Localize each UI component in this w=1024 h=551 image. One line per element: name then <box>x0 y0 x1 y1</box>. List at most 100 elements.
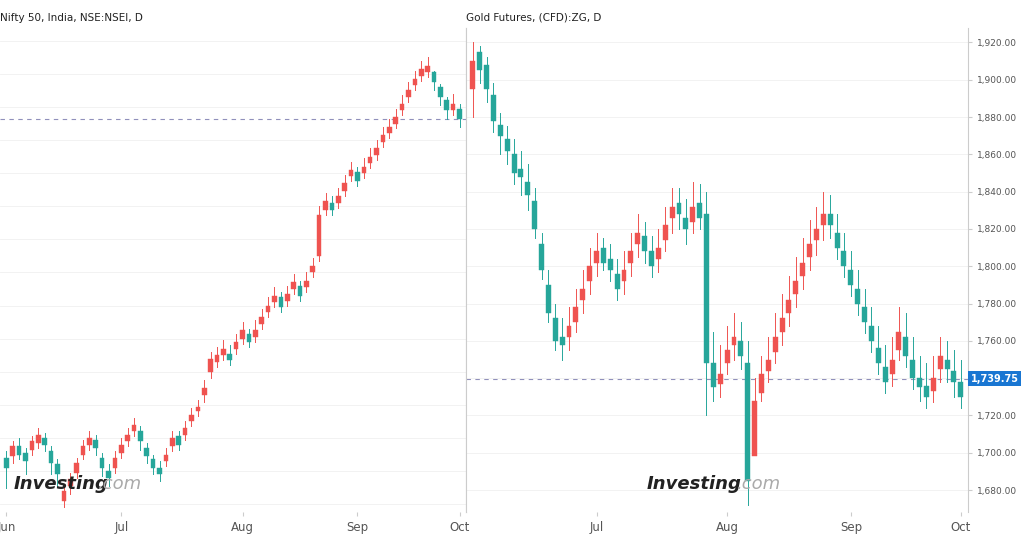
Bar <box>342 183 347 191</box>
Bar <box>903 337 908 356</box>
Bar <box>711 363 716 387</box>
Bar <box>68 479 73 486</box>
Bar <box>862 307 867 322</box>
Bar <box>36 435 41 443</box>
Bar <box>432 72 436 82</box>
Bar <box>266 306 270 312</box>
Bar <box>890 359 895 375</box>
Bar <box>842 251 847 266</box>
Bar <box>705 214 709 363</box>
Bar <box>368 156 373 163</box>
Bar <box>125 435 130 441</box>
Bar <box>55 464 59 474</box>
Bar <box>413 79 417 85</box>
Text: Investing: Investing <box>14 475 109 493</box>
Bar <box>285 294 290 301</box>
Bar <box>42 438 47 445</box>
Bar <box>490 95 496 121</box>
Bar <box>458 109 462 118</box>
Bar <box>663 225 668 240</box>
Bar <box>324 201 328 209</box>
Bar <box>399 104 404 110</box>
Bar <box>773 337 777 352</box>
Bar <box>779 318 784 332</box>
Bar <box>304 281 308 288</box>
Bar <box>807 244 812 257</box>
Bar <box>827 214 833 225</box>
Bar <box>393 117 398 123</box>
Bar <box>718 375 723 383</box>
Bar <box>138 431 142 441</box>
Bar <box>272 296 276 302</box>
Bar <box>425 66 430 72</box>
Bar <box>355 171 359 181</box>
Bar <box>170 438 175 446</box>
Bar <box>566 326 571 337</box>
Bar <box>938 356 943 369</box>
Bar <box>629 251 634 262</box>
Text: Nifty 50, India, NSE:NSEI, D: Nifty 50, India, NSE:NSEI, D <box>0 13 143 23</box>
Bar <box>794 281 799 294</box>
Bar <box>444 100 450 110</box>
Bar <box>835 233 840 247</box>
Text: Investing: Investing <box>646 475 741 493</box>
Bar <box>81 446 85 455</box>
Bar <box>745 363 751 480</box>
Bar <box>896 332 901 350</box>
Text: 17,730.00: 17,730.00 <box>469 114 523 123</box>
Bar <box>349 170 353 176</box>
Bar <box>614 274 620 289</box>
Bar <box>196 407 200 412</box>
Bar <box>113 458 117 468</box>
Bar <box>233 342 239 349</box>
Bar <box>93 440 98 448</box>
Bar <box>642 236 647 251</box>
Bar <box>697 203 702 218</box>
Bar <box>608 259 612 270</box>
Text: Gold Futures, (CFD):ZG, D: Gold Futures, (CFD):ZG, D <box>466 13 601 23</box>
Bar <box>484 65 489 89</box>
Bar <box>581 289 586 300</box>
Bar <box>759 375 764 393</box>
Bar <box>573 307 579 322</box>
Bar <box>75 463 79 473</box>
Bar <box>247 334 251 342</box>
Bar <box>202 388 207 395</box>
Text: 1,739.75: 1,739.75 <box>971 374 1019 383</box>
Bar <box>918 378 922 387</box>
Bar <box>30 441 34 450</box>
Bar <box>525 182 530 196</box>
Bar <box>253 331 258 337</box>
Bar <box>958 382 964 397</box>
Bar <box>512 154 516 173</box>
Bar <box>656 247 660 259</box>
Bar <box>16 446 22 455</box>
Bar <box>725 350 729 363</box>
Bar <box>855 289 860 304</box>
Bar <box>518 169 523 177</box>
Bar <box>227 354 232 360</box>
Bar <box>766 359 771 371</box>
Bar <box>924 386 929 397</box>
Bar <box>910 359 915 378</box>
Text: .com: .com <box>737 475 781 493</box>
Bar <box>670 207 675 218</box>
Bar <box>532 201 538 229</box>
Bar <box>183 428 187 435</box>
Bar <box>622 270 627 281</box>
Bar <box>553 318 558 341</box>
Bar <box>738 341 743 356</box>
Bar <box>61 491 67 501</box>
Bar <box>298 286 302 296</box>
Bar <box>4 458 8 468</box>
Bar <box>683 218 688 229</box>
Text: .com: .com <box>98 475 142 493</box>
Bar <box>505 139 510 150</box>
Bar <box>381 135 385 142</box>
Bar <box>677 203 681 214</box>
Bar <box>821 214 825 225</box>
Bar <box>336 196 341 203</box>
Bar <box>848 270 853 285</box>
Bar <box>151 460 156 468</box>
Bar <box>132 425 136 431</box>
